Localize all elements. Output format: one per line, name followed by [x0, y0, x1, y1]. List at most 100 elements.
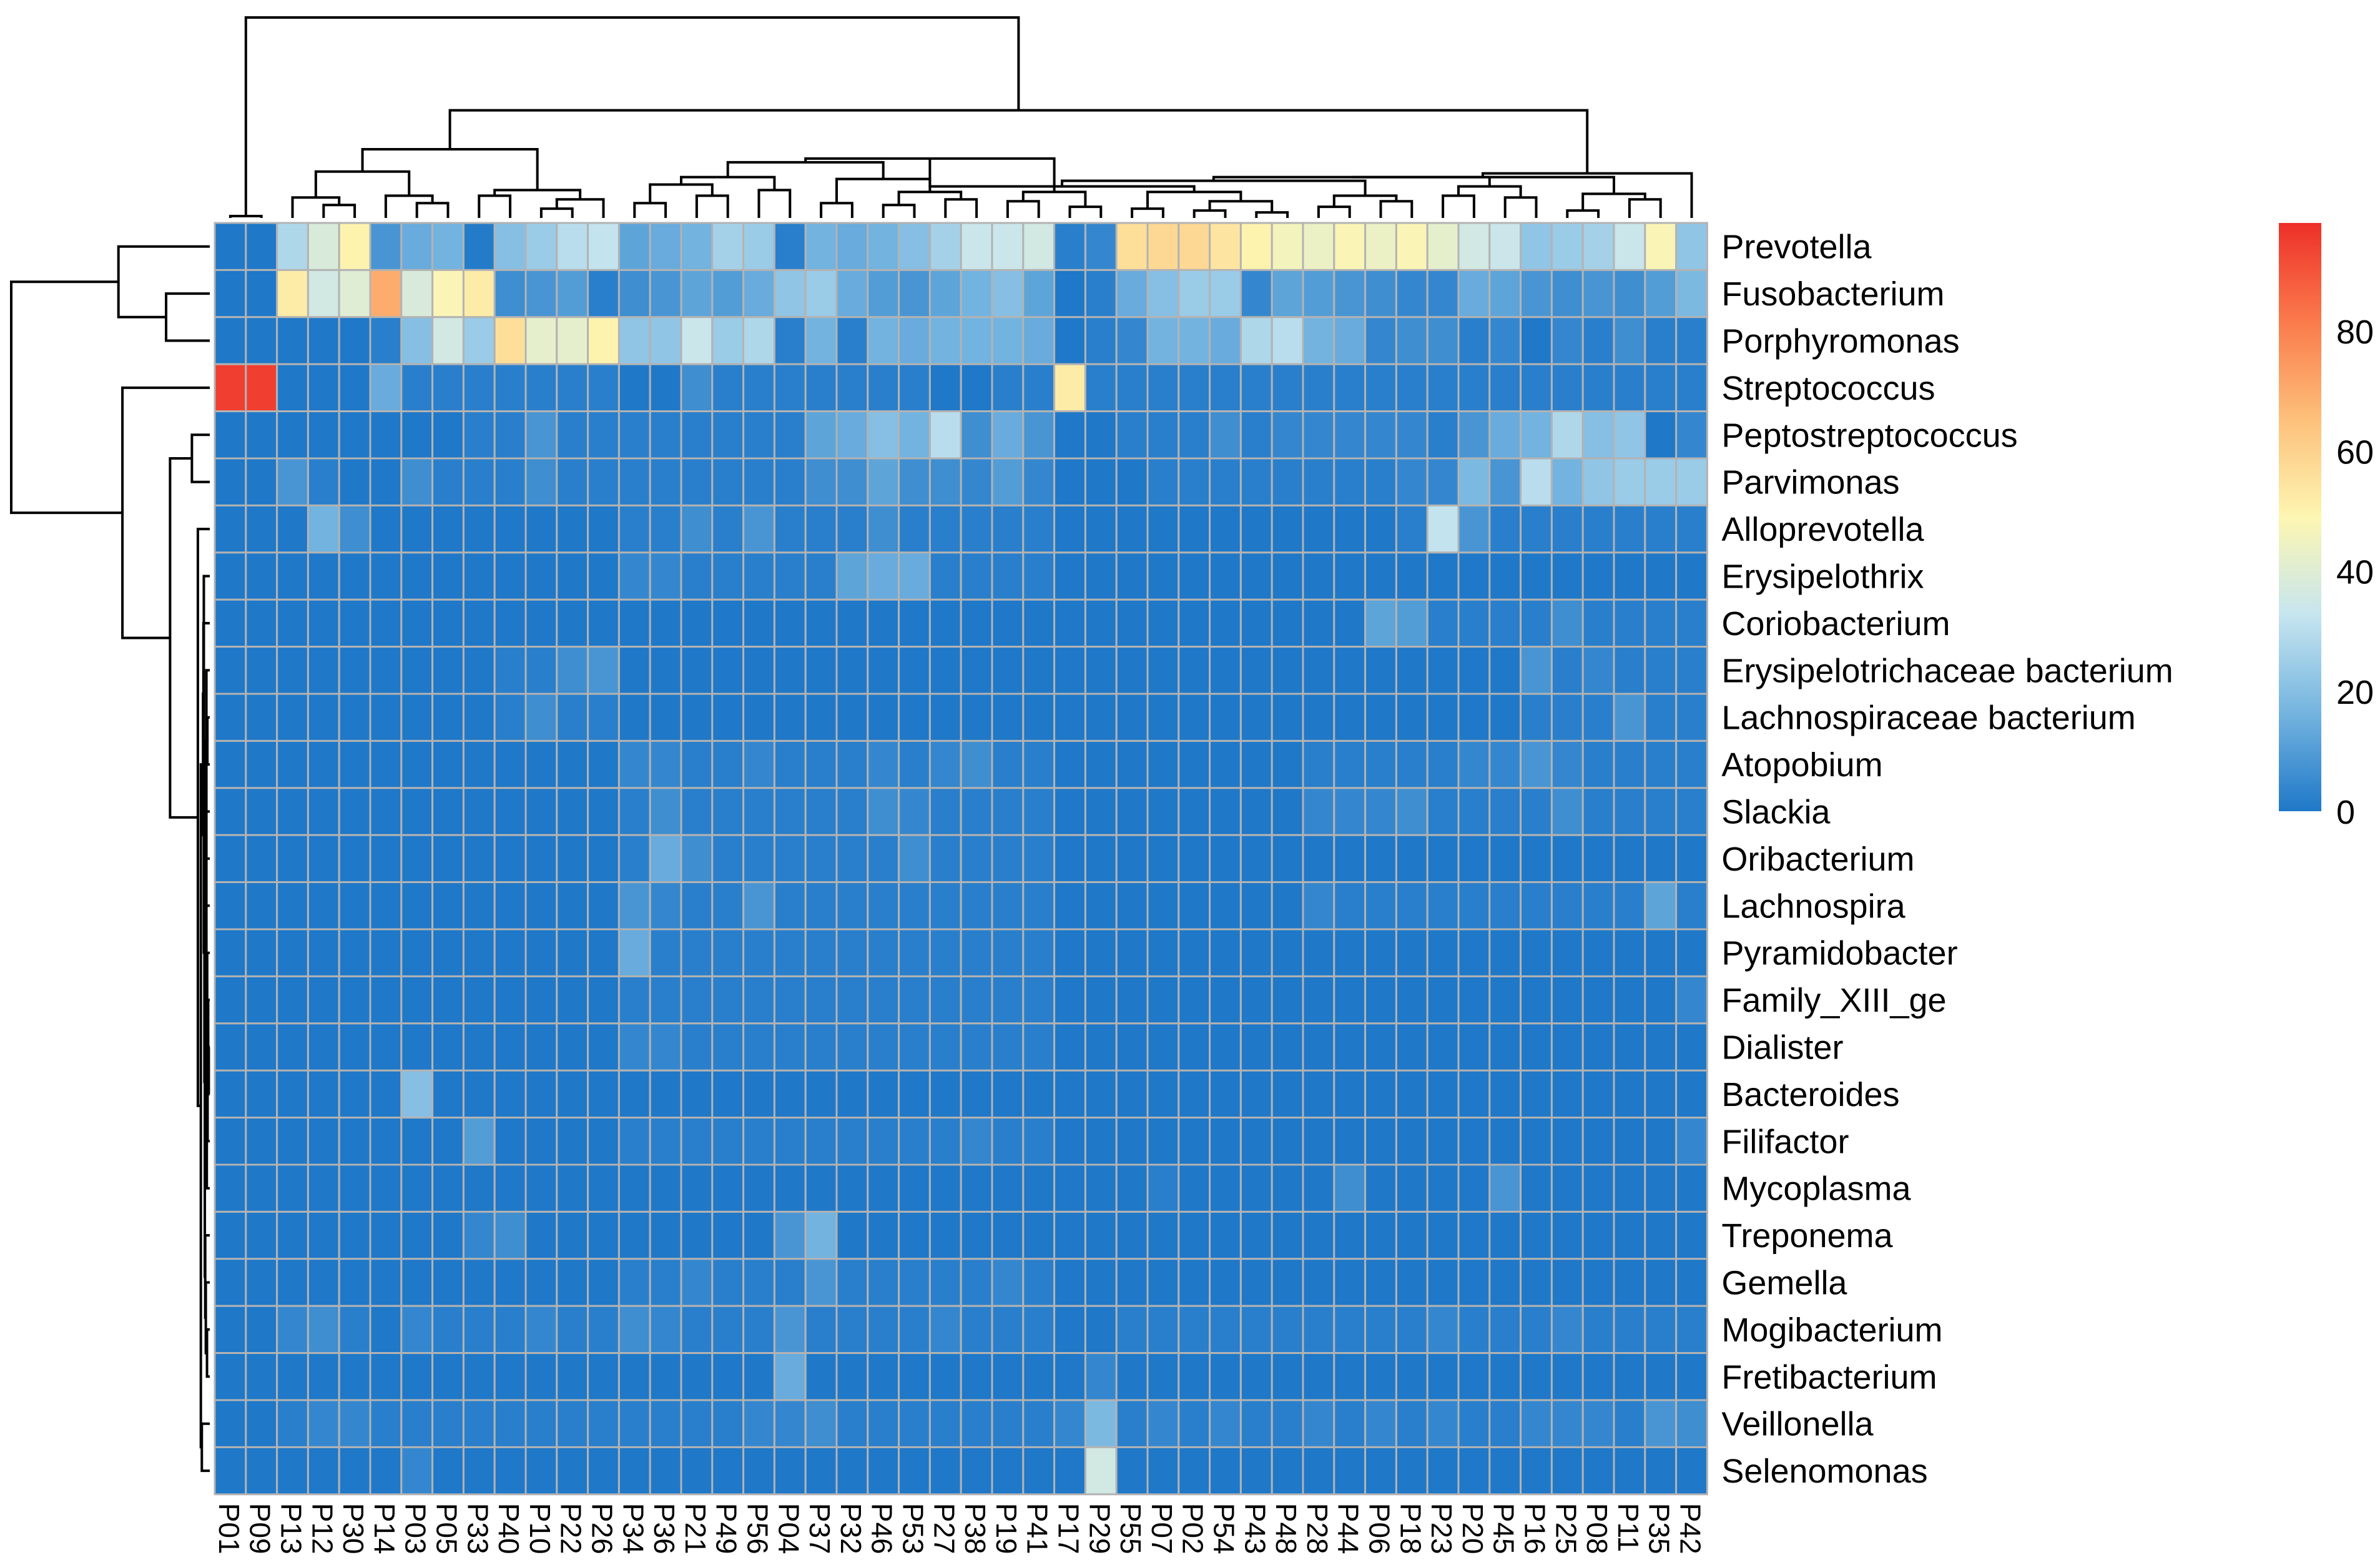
heatmap-cell: [711, 1352, 745, 1401]
heatmap-cell: [804, 646, 838, 695]
heatmap-cell: [587, 363, 620, 413]
heatmap-cell: [1675, 1117, 1708, 1166]
heatmap-cell: [1022, 410, 1056, 460]
heatmap-cell: [898, 598, 931, 648]
heatmap-cell: [307, 457, 340, 506]
heatmap-cell: [1239, 269, 1273, 318]
heatmap-cell: [1488, 693, 1522, 742]
heatmap-cell: [1395, 834, 1428, 884]
heatmap-cell: [928, 504, 962, 554]
heatmap-cell: [804, 1399, 838, 1448]
heatmap-cell: [587, 222, 620, 271]
heatmap-cell: [1271, 881, 1304, 931]
heatmap-cell: [556, 834, 589, 884]
heatmap-cell: [649, 316, 682, 365]
heatmap-cell: [960, 1258, 993, 1307]
heatmap-cell: [1426, 551, 1460, 601]
heatmap-cell: [680, 1069, 714, 1119]
column-label: P09: [244, 1503, 277, 1554]
row-label: Dialister: [1721, 1029, 1843, 1067]
heatmap-cell: [773, 1258, 807, 1307]
heatmap-cell: [898, 457, 931, 506]
heatmap-cell: [1271, 598, 1304, 648]
heatmap-cell: [1426, 928, 1460, 977]
heatmap-cell: [524, 1022, 558, 1072]
heatmap-cell: [245, 1258, 278, 1307]
heatmap-cell: [773, 1022, 807, 1072]
heatmap-cell: [1395, 363, 1428, 413]
heatmap-cell: [1115, 504, 1149, 554]
heatmap-cell: [307, 504, 340, 554]
heatmap-cell: [835, 316, 869, 365]
heatmap-cell: [1550, 457, 1584, 506]
heatmap-cell: [991, 834, 1025, 884]
column-label: P48: [1270, 1503, 1302, 1554]
heatmap-cell: [556, 928, 589, 977]
heatmap-cell: [1302, 457, 1335, 506]
heatmap-cell: [649, 881, 682, 931]
column-label: P37: [804, 1503, 836, 1554]
heatmap-cell: [587, 1258, 620, 1307]
heatmap-cell: [556, 504, 589, 554]
heatmap-cell: [276, 316, 309, 365]
heatmap-cell: [1457, 222, 1491, 271]
heatmap-cell: [307, 928, 340, 977]
heatmap-cell: [991, 1210, 1025, 1260]
heatmap-cell: [338, 646, 371, 695]
heatmap-cell: [462, 975, 496, 1025]
heatmap-cell: [1675, 928, 1708, 977]
heatmap-cell: [462, 1258, 496, 1307]
heatmap-cell: [1364, 1069, 1397, 1119]
heatmap-cell: [867, 646, 900, 695]
heatmap-cell: [773, 1069, 807, 1119]
heatmap-cell: [898, 646, 931, 695]
heatmap-cell: [587, 269, 620, 318]
heatmap-cell: [462, 1446, 496, 1496]
heatmap-cell: [524, 457, 558, 506]
heatmap-cell: [493, 739, 527, 789]
heatmap-cell: [1520, 1022, 1553, 1072]
heatmap-cell: [1457, 457, 1491, 506]
heatmap-cell: [711, 410, 745, 460]
heatmap-cell: [1333, 1163, 1367, 1213]
heatmap-cell: [1675, 504, 1708, 554]
heatmap-cell: [1302, 1117, 1335, 1166]
heatmap-cell: [617, 410, 651, 460]
heatmap-cell: [1520, 1117, 1553, 1166]
heatmap-cell: [1053, 1022, 1086, 1072]
heatmap-cell: [1302, 646, 1335, 695]
row-label: Prevotella: [1721, 229, 1872, 266]
heatmap-cell: [1613, 598, 1646, 648]
dendrogram-branch: [1131, 207, 1164, 218]
heatmap-cell: [493, 1210, 527, 1260]
heatmap-cell: [1364, 1352, 1397, 1401]
heatmap-cell: [1239, 787, 1273, 836]
heatmap-cell: [276, 646, 309, 695]
heatmap-cell: [773, 316, 807, 365]
heatmap-cell: [587, 834, 620, 884]
heatmap-cell: [493, 787, 527, 836]
heatmap-cell: [742, 1069, 775, 1119]
heatmap-cell: [1457, 834, 1491, 884]
heatmap-cell: [524, 269, 558, 318]
heatmap-cell: [1333, 975, 1367, 1025]
heatmap-cell: [587, 1022, 620, 1072]
heatmap-cell: [960, 739, 993, 789]
heatmap-cell: [1209, 1399, 1242, 1448]
heatmap-cell: [773, 787, 807, 836]
heatmap-cell: [1084, 1399, 1118, 1448]
heatmap-cell: [617, 316, 651, 365]
heatmap-cell: [742, 1022, 775, 1072]
heatmap-cell: [742, 834, 775, 884]
heatmap-cell: [524, 739, 558, 789]
colorbar-tick-label: 0: [2336, 794, 2355, 831]
heatmap-cell: [400, 222, 434, 271]
heatmap-cell: [1457, 410, 1491, 460]
heatmap-cell: [867, 316, 900, 365]
heatmap-cell: [400, 834, 434, 884]
heatmap-cell: [524, 928, 558, 977]
heatmap-cell: [867, 410, 900, 460]
heatmap-cell: [369, 881, 403, 931]
column-label: P36: [648, 1503, 681, 1554]
heatmap-cell: [556, 1352, 589, 1401]
